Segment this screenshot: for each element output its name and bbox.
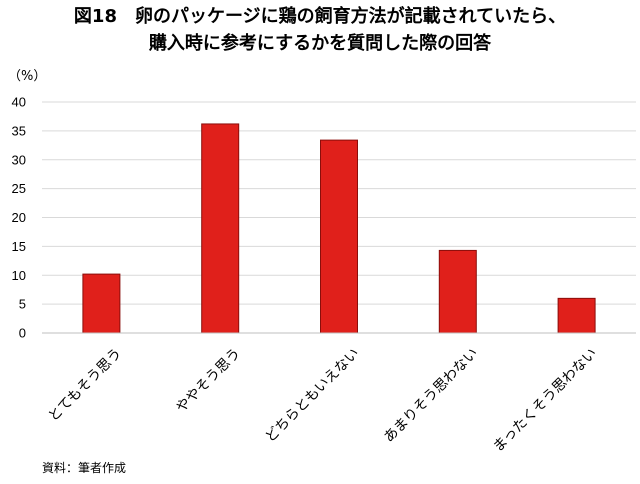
y-tick-label: 20 — [12, 210, 26, 225]
bar — [201, 123, 240, 334]
chart-title-line-1: 図18 卵のパッケージに鶏の飼育方法が記載されていたら、 — [74, 5, 566, 27]
y-tick-label: 35 — [12, 123, 26, 138]
bar — [320, 139, 358, 334]
y-tick-label: 30 — [12, 152, 26, 167]
chart-title-line-2: 購入時に参考にするかを質問した際の回答 — [148, 32, 492, 54]
x-axis-labels: とてもそう思う ややそう思う どちらともいえない あまりそう思わない まったくそう思わな… — [45, 345, 600, 455]
bar — [557, 297, 596, 334]
y-axis-unit-label: （%） — [8, 69, 46, 84]
source-note: 資料：筆者作成 — [42, 461, 126, 475]
x-tick-label: とてもそう思う — [45, 345, 125, 425]
y-tick-label: 25 — [12, 181, 26, 196]
x-tick-label: まったくそう思わない — [490, 345, 600, 455]
bar — [82, 273, 121, 334]
y-axis-ticks: 0 5 10 15 20 25 30 35 40 — [12, 95, 26, 341]
x-tick-label: どちらともいえない — [262, 345, 362, 445]
y-tick-label: 40 — [12, 95, 26, 110]
y-tick-label: 15 — [12, 239, 26, 254]
y-tick-label: 10 — [12, 268, 26, 283]
y-tick-label: 0 — [19, 326, 26, 341]
chart-title: 図18 卵のパッケージに鶏の飼育方法が記載されていたら、 購入時に参考にするかを… — [74, 5, 566, 54]
x-tick-label: あまりそう思わない — [381, 345, 481, 445]
bar — [438, 249, 477, 334]
y-tick-label: 5 — [19, 297, 26, 312]
x-tick-label: ややそう思う — [173, 345, 244, 416]
bars — [82, 123, 596, 334]
